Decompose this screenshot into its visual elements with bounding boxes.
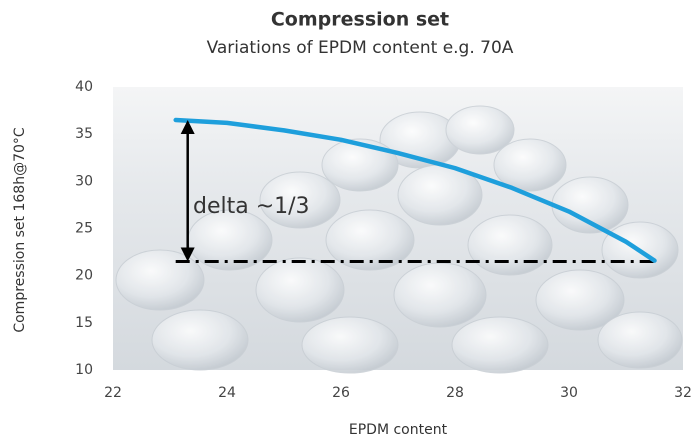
y-tick-label: 10 <box>75 362 93 378</box>
y-tick-label: 20 <box>75 268 93 284</box>
y-tick-label: 15 <box>75 315 93 331</box>
y-tick-label: 35 <box>75 126 93 142</box>
background-photo <box>113 87 683 374</box>
x-tick-label: 32 <box>674 385 692 401</box>
annotation: delta ~1/3 <box>193 194 310 219</box>
y-tick-label: 30 <box>75 173 93 189</box>
x-tick-label: 28 <box>446 385 464 401</box>
x-tick-label: 24 <box>218 385 236 401</box>
arrow-head <box>180 247 195 262</box>
y-tick-label: 40 <box>75 79 93 95</box>
y-axis-label: Compression set 168h@70°C <box>12 127 28 333</box>
x-tick-label: 26 <box>332 385 350 401</box>
chart-title: Compression set <box>271 9 449 31</box>
arrow-head <box>180 120 195 135</box>
x-tick-label: 30 <box>560 385 578 401</box>
x-axis-label: EPDM content <box>349 422 448 438</box>
data-line <box>173 117 657 263</box>
chart-subtitle: Variations of EPDM content e.g. 70A <box>207 38 514 58</box>
y-tick-label: 25 <box>75 221 93 237</box>
x-tick-label: 22 <box>104 385 122 401</box>
